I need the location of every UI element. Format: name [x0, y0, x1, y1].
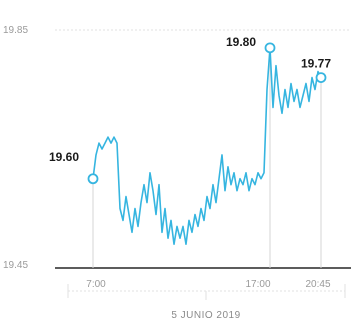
highlight-marker-1	[264, 42, 276, 54]
x-tick-7-00: 7:00	[86, 279, 106, 290]
price-line	[92, 47, 322, 245]
x-tick-20-45: 20:45	[305, 279, 330, 290]
highlight-label-0: 19.60	[49, 150, 79, 164]
y-tick-top: 19.85	[3, 25, 28, 36]
x-tick-17-00: 17:00	[245, 279, 270, 290]
highlight-label-1: 19.80	[226, 35, 256, 49]
y-tick-bottom: 19.45	[3, 260, 28, 271]
highlight-label-2: 19.77	[301, 57, 331, 71]
highlight-marker-2	[315, 72, 327, 83]
date-label: 5 JUNIO 2019	[171, 310, 240, 321]
highlight-marker-0	[87, 173, 99, 185]
